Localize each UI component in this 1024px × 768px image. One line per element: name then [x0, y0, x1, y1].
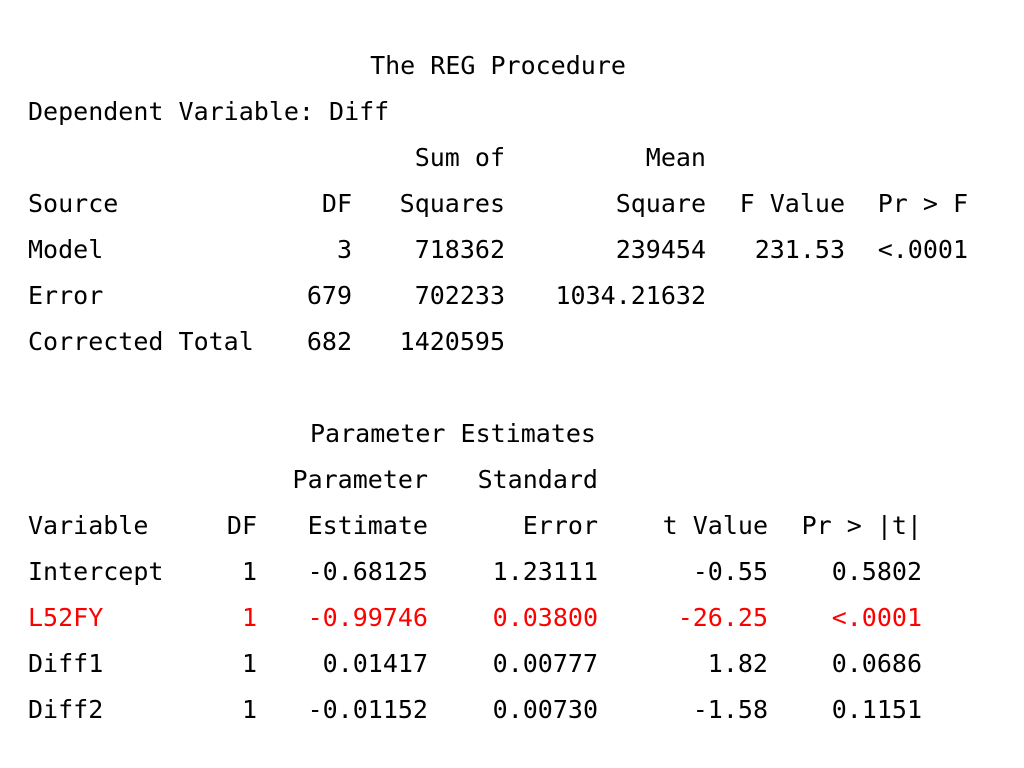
- param-cell-pr-t: 0.0686: [831, 649, 922, 678]
- param-cell-standard-error: 0.00777: [492, 649, 598, 678]
- anova-cell-source: Corrected Total: [28, 327, 254, 356]
- page-title: The REG Procedure: [370, 51, 626, 80]
- param-cell-estimate: -0.99746: [307, 603, 428, 632]
- anova-header-mean-square: Square: [615, 189, 706, 218]
- anova-cell-df: 682: [306, 327, 352, 356]
- anova-cell-mean-square: 239454: [615, 235, 706, 264]
- param-header-t-value: t Value: [662, 511, 768, 540]
- anova-cell-sum-of-squares: 718362: [414, 235, 505, 264]
- param-cell-t-value: 1.82: [707, 649, 768, 678]
- param-cell-df: 1: [241, 649, 257, 678]
- anova-cell-mean-square: 1034.21632: [555, 281, 706, 310]
- param-cell-variable: L52FY: [28, 603, 104, 632]
- anova-cell-source: Model: [28, 235, 104, 264]
- anova-header-sum-of-squares: Squares: [399, 189, 505, 218]
- param-cell-pr-t: <.0001: [831, 603, 922, 632]
- parameter-estimates-title: Parameter Estimates: [310, 419, 596, 448]
- anova-header-f-value: F Value: [739, 189, 845, 218]
- param-cell-estimate: -0.68125: [307, 557, 428, 586]
- param-cell-df: 1: [241, 557, 257, 586]
- anova-cell-f-value: 231.53: [754, 235, 845, 264]
- dependent-variable-line: Dependent Variable: Diff: [28, 97, 390, 126]
- anova-cell-pr-f: <.0001: [877, 235, 968, 264]
- param-cell-standard-error: 0.03800: [492, 603, 598, 632]
- param-cell-variable: Diff2: [28, 695, 104, 724]
- param-header-variable: Variable: [28, 511, 149, 540]
- anova-cell-source: Error: [28, 281, 104, 310]
- param-cell-t-value: -1.58: [692, 695, 768, 724]
- param-header-pr-t: Pr > |t|: [801, 511, 922, 540]
- param-cell-df: 1: [241, 603, 257, 632]
- param-cell-standard-error: 0.00730: [492, 695, 598, 724]
- param-cell-pr-t: 0.5802: [831, 557, 922, 586]
- param-header-df: DF: [226, 511, 257, 540]
- anova-cell-sum-of-squares: 702233: [414, 281, 505, 310]
- param-cell-pr-t: 0.1151: [831, 695, 922, 724]
- anova-header-top-sum-of-squares: Sum of: [414, 143, 505, 172]
- anova-header-top-mean-square: Mean: [645, 143, 706, 172]
- param-cell-estimate: -0.01152: [307, 695, 428, 724]
- param-cell-variable: Diff1: [28, 649, 104, 678]
- param-header-standard-error: Error: [522, 511, 598, 540]
- param-cell-variable: Intercept: [28, 557, 164, 586]
- param-cell-t-value: -26.25: [677, 603, 768, 632]
- anova-header-source: Source: [28, 189, 119, 218]
- param-cell-estimate: 0.01417: [322, 649, 428, 678]
- anova-header-df: DF: [321, 189, 352, 218]
- param-header-estimate: Estimate: [307, 511, 428, 540]
- param-cell-standard-error: 1.23111: [492, 557, 598, 586]
- anova-cell-sum-of-squares: 1420595: [399, 327, 505, 356]
- anova-cell-df: 679: [306, 281, 352, 310]
- param-header-top-standard-error: Standard: [477, 465, 598, 494]
- param-cell-df: 1: [241, 695, 257, 724]
- param-header-top-estimate: Parameter: [292, 465, 428, 494]
- anova-header-pr-f: Pr > F: [877, 189, 968, 218]
- param-cell-t-value: -0.55: [692, 557, 768, 586]
- anova-cell-df: 3: [336, 235, 352, 264]
